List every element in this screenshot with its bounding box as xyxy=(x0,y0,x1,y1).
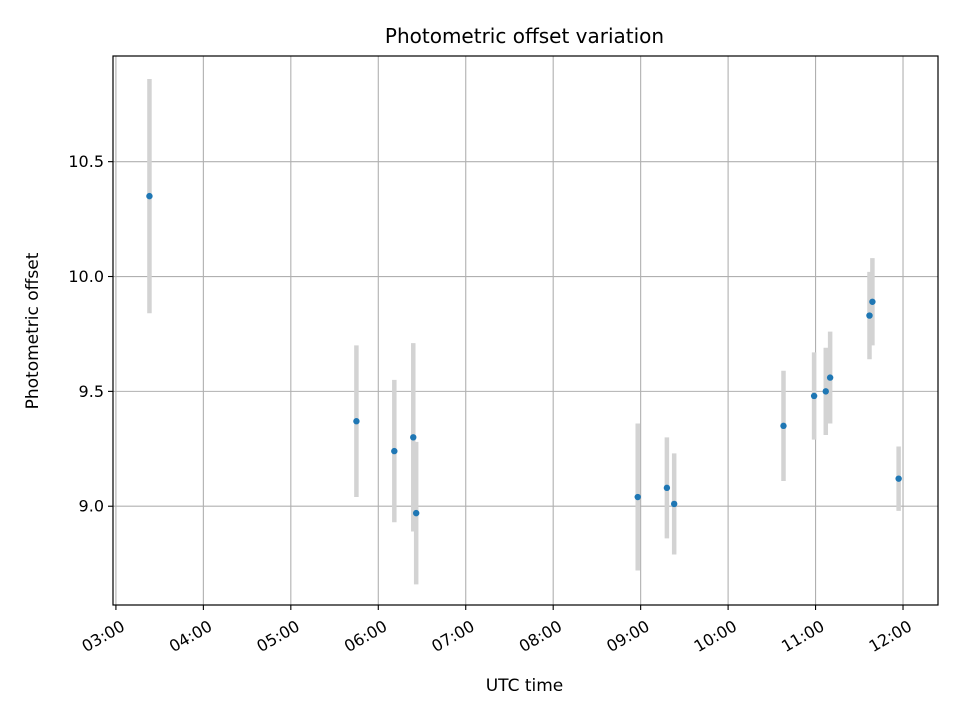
data-point xyxy=(869,298,876,305)
data-point xyxy=(822,388,829,395)
data-point xyxy=(353,418,360,425)
y-tick-label: 10.0 xyxy=(68,267,104,286)
plot-area-frame xyxy=(112,55,939,606)
y-tick-label: 9.0 xyxy=(79,497,104,516)
y-axis-ticks: 9.0 9.5 10.0 10.5 xyxy=(68,152,113,516)
grid xyxy=(113,56,938,605)
y-tick-label: 10.5 xyxy=(68,152,104,171)
data-points xyxy=(146,192,902,517)
data-point xyxy=(391,447,398,455)
data-point xyxy=(895,475,902,482)
chart-title: Photometric offset variation xyxy=(385,24,664,48)
data-point xyxy=(826,374,834,381)
data-point xyxy=(146,192,153,200)
data-point xyxy=(866,312,873,319)
data-point xyxy=(670,500,678,508)
y-tick-label: 9.5 xyxy=(79,382,104,401)
data-point xyxy=(663,484,671,492)
y-axis-label: Photometric offset xyxy=(23,252,43,409)
data-point xyxy=(634,493,641,501)
data-point xyxy=(410,434,417,441)
data-point xyxy=(780,422,787,430)
x-axis-label: UTC time xyxy=(486,676,564,696)
data-point xyxy=(412,509,420,517)
data-point xyxy=(810,392,818,400)
